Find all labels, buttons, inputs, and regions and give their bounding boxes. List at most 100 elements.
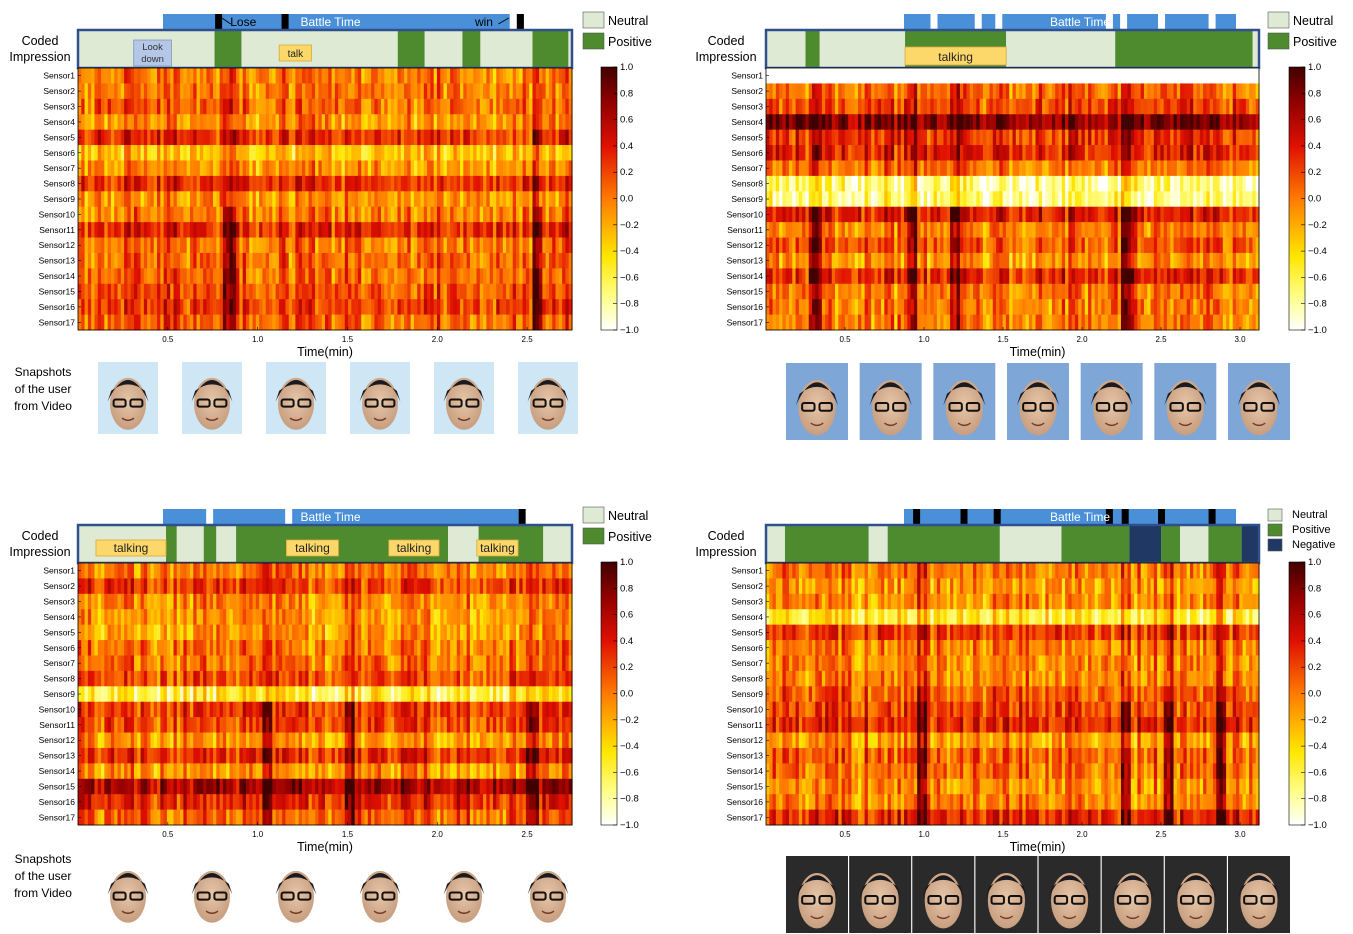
heatmap-cell — [295, 114, 300, 131]
heatmap-cell — [278, 268, 283, 285]
heatmap-cell — [236, 160, 240, 177]
heatmap-cell — [466, 145, 471, 161]
heatmap-cell — [989, 237, 994, 254]
heatmap-cell — [835, 268, 839, 285]
heatmap-cell — [450, 175, 455, 192]
heatmap-cell — [295, 237, 300, 254]
heatmap-cell — [315, 98, 320, 115]
heatmap-cell — [969, 237, 974, 254]
heatmap-cell — [137, 206, 142, 223]
heatmap-cell — [986, 175, 991, 192]
impression-label: Impression — [695, 50, 756, 64]
heatmap-cell — [904, 114, 908, 131]
heatmap-cell — [249, 222, 254, 238]
heatmap-cell — [344, 237, 349, 254]
heatmap-cell — [213, 222, 217, 238]
heatmap-cell — [877, 160, 882, 177]
heatmap-cell — [496, 145, 501, 161]
heatmap-cell — [170, 252, 175, 269]
heatmap-cell — [775, 206, 780, 223]
heatmap-cell — [805, 268, 810, 285]
heatmap-cell — [848, 237, 853, 254]
heatmap-cell — [460, 98, 464, 115]
heatmap-cell — [456, 145, 461, 161]
heatmap-cell — [427, 299, 431, 315]
coded-segment-positive — [397, 30, 425, 68]
heatmap-cell — [140, 145, 145, 161]
heatmap-cell — [1012, 206, 1017, 223]
heatmap-cell — [328, 160, 333, 177]
heatmap-cell — [150, 268, 155, 285]
heatmap-cell — [232, 68, 237, 84]
heatmap-cell — [361, 252, 366, 269]
heatmap-cell — [328, 314, 333, 331]
heatmap-cell — [1055, 268, 1060, 285]
heatmap-cell — [331, 237, 336, 254]
heatmap-cell — [1045, 268, 1050, 285]
heatmap-cell — [124, 98, 128, 115]
heatmap-cell — [255, 283, 260, 300]
heatmap-cell — [565, 98, 570, 115]
heatmap-cell — [222, 68, 227, 84]
heatmap-cell — [239, 129, 244, 146]
heatmap-cell — [509, 160, 514, 177]
heatmap-cell — [298, 114, 303, 131]
heatmap-cell — [943, 114, 948, 131]
heatmap-cell — [209, 268, 214, 285]
heatmap-cell — [841, 83, 846, 100]
heatmap-cell — [460, 314, 464, 331]
heatmap-cell — [775, 114, 780, 131]
heatmap-cell — [104, 237, 109, 254]
heatmap-cell — [331, 129, 336, 146]
heatmap-cell — [94, 314, 99, 331]
heatmap-cell — [163, 237, 168, 254]
heatmap-cell — [542, 83, 547, 100]
heatmap-cell — [216, 314, 221, 331]
heatmap-cell — [239, 222, 244, 238]
heatmap-cell — [808, 68, 813, 84]
heatmap-cell — [789, 268, 793, 285]
heatmap-cell — [262, 222, 267, 238]
heatmap-cell — [828, 206, 833, 223]
heatmap-cell — [147, 252, 152, 269]
heatmap-cell — [460, 191, 464, 208]
heatmap-cell — [249, 299, 254, 315]
heatmap-cell — [275, 191, 280, 208]
heatmap-cell — [779, 206, 784, 223]
heatmap-cell — [351, 160, 356, 177]
heatmap-cell — [278, 206, 283, 223]
heatmap-cell — [894, 299, 899, 315]
heatmap-cell — [838, 83, 843, 100]
heatmap-cell — [133, 222, 138, 238]
heatmap-cell — [769, 145, 774, 161]
heatmap-cell — [417, 299, 422, 315]
heatmap-cell — [104, 206, 109, 223]
heatmap-cell — [213, 175, 217, 192]
heatmap-cell — [97, 83, 102, 100]
heatmap-cell — [848, 314, 853, 331]
heatmap-cell — [107, 268, 112, 285]
heatmap-cell — [357, 83, 362, 100]
heatmap-cell — [792, 237, 797, 254]
heatmap-cell — [1078, 175, 1083, 192]
heatmap-cell — [555, 268, 560, 285]
heatmap-cell — [275, 114, 280, 131]
heatmap-cell — [87, 268, 92, 285]
heatmap-cell — [91, 129, 96, 146]
heatmap-cell — [180, 83, 184, 100]
heatmap-cell — [295, 129, 300, 146]
heatmap-cell — [502, 145, 507, 161]
heatmap-cell — [206, 114, 211, 131]
heatmap-cell — [423, 268, 428, 285]
heatmap-cell — [838, 299, 843, 315]
heatmap-cell — [450, 160, 455, 177]
heatmap-cell — [143, 129, 148, 146]
heatmap-cell — [176, 98, 181, 115]
heatmap-cell — [285, 252, 290, 269]
heatmap-cell — [940, 237, 945, 254]
heatmap-cell — [812, 145, 816, 161]
heatmap-cell — [854, 98, 859, 115]
heatmap-cell — [548, 160, 553, 177]
heatmap-cell — [446, 206, 451, 223]
